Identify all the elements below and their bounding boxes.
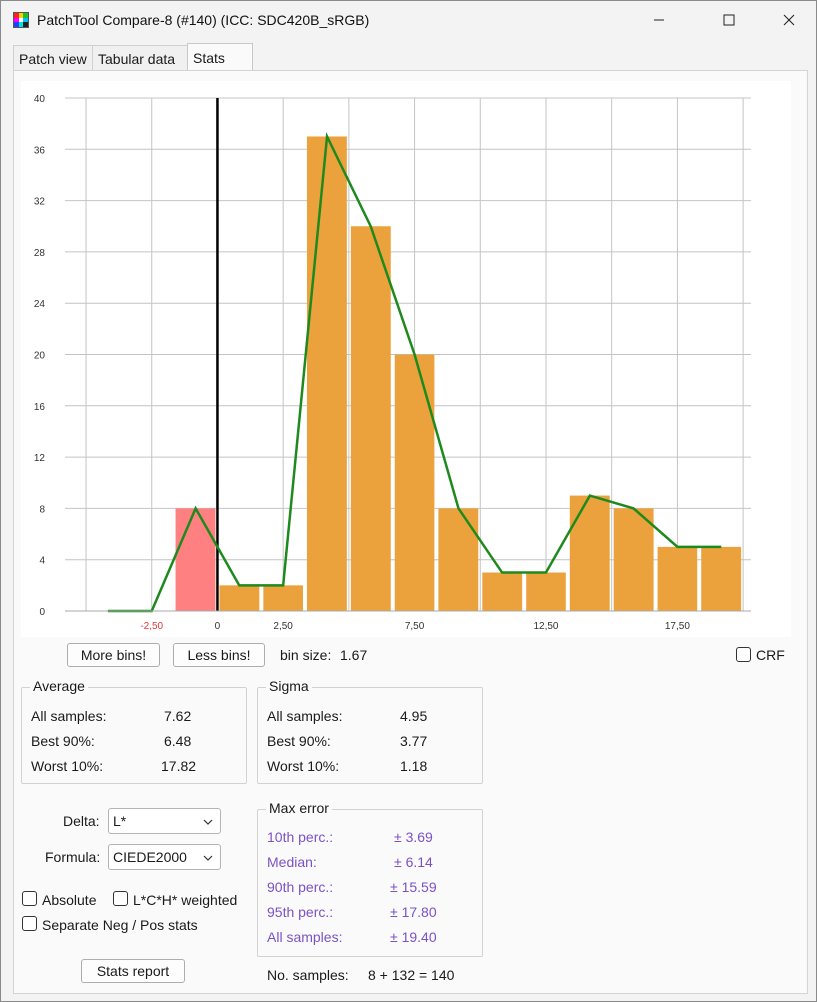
histogram-bar bbox=[175, 508, 216, 611]
y-tick-label: 40 bbox=[34, 94, 46, 105]
avg-worst-value: 17.82 bbox=[161, 758, 197, 774]
distribution-line bbox=[107, 131, 722, 613]
formula-label: Formula: bbox=[45, 849, 101, 865]
tab-tabular-data[interactable]: Tabular data bbox=[92, 45, 188, 71]
histogram-bar bbox=[701, 546, 742, 611]
formula-select[interactable]: CIEDE2000 bbox=[108, 844, 221, 870]
crf-label: CRF bbox=[756, 647, 785, 663]
formula-select-value: CIEDE2000 bbox=[113, 849, 187, 865]
title-bar[interactable]: PatchTool Compare-8 (#140) (ICC: SDC420B… bbox=[1, 1, 816, 39]
x-tick-label: 17,50 bbox=[665, 621, 690, 632]
delta-select[interactable]: L* bbox=[108, 808, 221, 834]
samples-value: 8 + 132 = 140 bbox=[368, 967, 455, 983]
y-tick-label: 16 bbox=[34, 402, 46, 413]
p95-value: ± 17.80 bbox=[390, 904, 437, 920]
y-tick-label: 12 bbox=[34, 453, 46, 464]
p10-value: ± 3.69 bbox=[394, 829, 433, 845]
histogram-bar bbox=[613, 508, 654, 611]
x-tick-label: 7,50 bbox=[405, 621, 425, 632]
y-tick-label: 36 bbox=[34, 145, 46, 156]
sigma-worst-label: Worst 10%: bbox=[267, 758, 340, 774]
sigma-title: Sigma bbox=[266, 678, 312, 694]
avg-all-label: All samples: bbox=[31, 708, 107, 724]
sigma-all-value: 4.95 bbox=[400, 708, 428, 724]
delta-select-value: L* bbox=[113, 813, 127, 829]
y-tick-label: 28 bbox=[34, 248, 46, 259]
y-tick-label: 24 bbox=[34, 299, 46, 310]
histogram-svg: 0 4 8 12 16 20 24 28 32 36 40 -2,50 0 2,50 7,50 12,50 17… bbox=[34, 94, 751, 632]
less-bins-button[interactable]: Less bins! bbox=[173, 643, 265, 667]
sigma-all-label: All samples: bbox=[267, 708, 343, 724]
max-all-label: All samples: bbox=[267, 929, 343, 945]
y-tick-label: 20 bbox=[34, 351, 46, 362]
stats-report-button[interactable]: Stats report bbox=[81, 959, 185, 983]
y-tick-label: 4 bbox=[39, 556, 45, 567]
max-error-title: Max error bbox=[266, 800, 332, 816]
lch-weighted-checkbox[interactable] bbox=[113, 891, 128, 906]
close-button[interactable] bbox=[766, 1, 812, 39]
average-title: Average bbox=[30, 678, 88, 694]
tab-stats[interactable]: Stats bbox=[187, 43, 253, 71]
x-tick-label: 2,50 bbox=[273, 621, 293, 632]
y-tick-label: 32 bbox=[34, 197, 46, 208]
p90-value: ± 15.59 bbox=[390, 879, 437, 895]
sigma-best-value: 3.77 bbox=[400, 733, 428, 749]
histogram-bar bbox=[569, 495, 610, 611]
p90-label: 90th perc.: bbox=[267, 879, 334, 895]
sigma-group: Sigma All samples: 4.95 Best 90%: 3.77 W… bbox=[257, 678, 483, 784]
app-icon bbox=[13, 12, 29, 28]
x-tick-label: -2,50 bbox=[140, 621, 163, 632]
y-tick-label: 0 bbox=[39, 607, 45, 618]
bin-size-label: bin size: bbox=[280, 647, 332, 663]
median-label: Median: bbox=[267, 854, 317, 870]
histogram-bar bbox=[438, 508, 479, 611]
max-all-value: ± 19.40 bbox=[390, 929, 437, 945]
samples-label: No. samples: bbox=[267, 967, 349, 983]
separate-stats-checkbox[interactable] bbox=[22, 916, 37, 931]
max-error-group: Max error 10th perc.: ± 3.69 Median: ± 6… bbox=[257, 800, 483, 957]
x-tick-label: 12,50 bbox=[533, 621, 558, 632]
delta-label: Delta: bbox=[63, 813, 100, 829]
close-icon bbox=[783, 14, 795, 26]
histogram-chart: 0 4 8 12 16 20 24 28 32 36 40 -2,50 0 2,50 7,50 12,50 17… bbox=[21, 81, 791, 637]
median-value: ± 6.14 bbox=[394, 854, 433, 870]
histogram-bar bbox=[394, 354, 435, 611]
histogram-bar bbox=[482, 572, 523, 611]
y-tick-label: 8 bbox=[39, 504, 45, 515]
absolute-label: Absolute bbox=[42, 892, 97, 908]
maximize-button[interactable] bbox=[706, 1, 752, 39]
chevron-down-icon bbox=[203, 819, 213, 825]
avg-all-value: 7.62 bbox=[164, 708, 192, 724]
histogram-bar bbox=[657, 546, 698, 611]
histogram-bar bbox=[350, 226, 391, 611]
sigma-worst-value: 1.18 bbox=[400, 758, 428, 774]
minimize-icon bbox=[654, 19, 664, 21]
avg-best-label: Best 90%: bbox=[31, 733, 95, 749]
sigma-best-label: Best 90%: bbox=[267, 733, 331, 749]
minimize-button[interactable] bbox=[636, 1, 682, 39]
histogram-bar bbox=[219, 585, 260, 611]
tab-bar: Patch view Tabular data Stats bbox=[13, 43, 253, 71]
chevron-down-icon bbox=[203, 855, 213, 861]
more-bins-button[interactable]: More bins! bbox=[67, 643, 160, 667]
lch-weighted-label: L*C*H* weighted bbox=[133, 892, 238, 908]
avg-worst-label: Worst 10%: bbox=[31, 758, 104, 774]
p95-label: 95th perc.: bbox=[267, 904, 334, 920]
histogram-bar bbox=[306, 136, 347, 611]
histogram-bar bbox=[263, 585, 303, 611]
tab-patch-view[interactable]: Patch view bbox=[13, 45, 93, 71]
separate-stats-label: Separate Neg / Pos stats bbox=[42, 917, 198, 933]
bin-size-value: 1.67 bbox=[340, 647, 368, 663]
window-title: PatchTool Compare-8 (#140) (ICC: SDC420B… bbox=[37, 12, 370, 28]
maximize-icon bbox=[723, 14, 735, 26]
average-group: Average All samples: 7.62 Best 90%: 6.48… bbox=[21, 678, 247, 784]
x-tick-label: 0 bbox=[215, 621, 221, 632]
crf-checkbox[interactable] bbox=[736, 647, 751, 662]
histogram-bar bbox=[526, 572, 566, 611]
absolute-checkbox[interactable] bbox=[22, 891, 37, 906]
p10-label: 10th perc.: bbox=[267, 829, 334, 845]
avg-best-value: 6.48 bbox=[164, 733, 192, 749]
